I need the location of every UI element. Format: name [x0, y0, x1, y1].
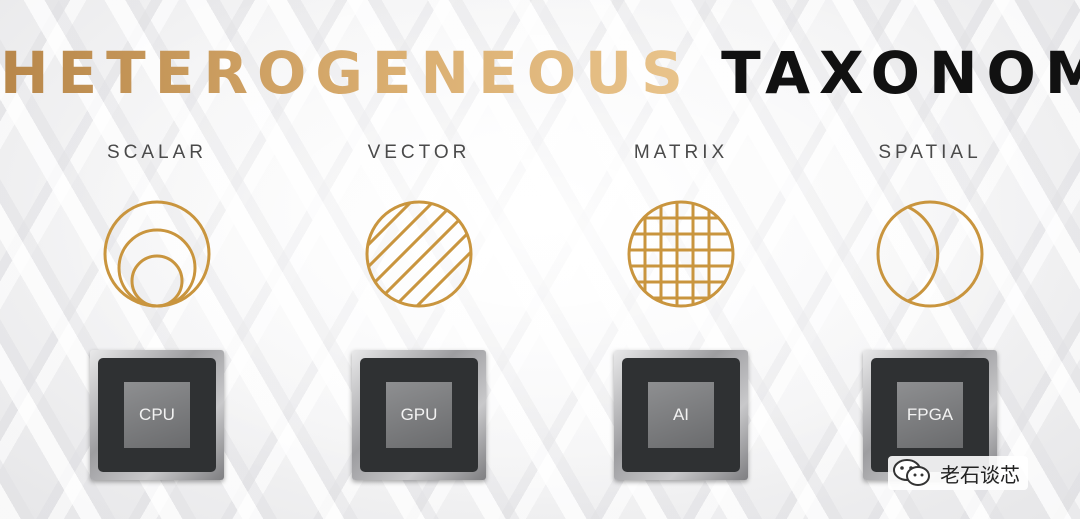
chip-gpu: GPU	[352, 350, 486, 480]
watermark: 老石谈芯	[888, 456, 1028, 490]
page-title: HETEROGENEOUS TAXONOMY	[0, 38, 1080, 108]
title-taxonomy: TAXONOMY	[721, 39, 1080, 107]
wechat-icon	[893, 459, 930, 486]
column-vector: VECTOR GPU	[319, 138, 519, 480]
column-label-vector: VECTOR	[367, 142, 471, 163]
chip-ai-package: AI	[622, 358, 740, 472]
column-label-scalar: SCALAR	[106, 142, 208, 163]
column-matrix: MATRIX AI	[581, 138, 781, 480]
grid-circle-icon	[627, 200, 735, 308]
column-label-spatial: SPATIAL	[878, 142, 982, 163]
title-heterogeneous: HETEROGENEOUS	[0, 39, 692, 107]
chip-cpu: CPU	[90, 350, 224, 480]
chip-gpu-label: GPU	[386, 382, 452, 448]
chip-fpga-package: FPGA	[871, 358, 989, 472]
concentric-circles-icon	[103, 200, 211, 308]
crescent-circle-icon	[876, 200, 984, 308]
column-label-matrix: MATRIX	[633, 142, 729, 163]
chip-ai-label: AI	[648, 382, 714, 448]
chip-gpu-package: GPU	[360, 358, 478, 472]
chip-cpu-label: CPU	[124, 382, 190, 448]
watermark-text: 老石谈芯	[940, 462, 1020, 487]
chip-ai: AI	[614, 350, 748, 480]
diagonal-lines-circle-icon	[365, 200, 473, 308]
chip-fpga-label: FPGA	[897, 382, 963, 448]
column-spatial: SPATIAL FPGA	[830, 138, 1030, 480]
column-scalar: SCALAR CPU	[57, 138, 257, 480]
chip-cpu-package: CPU	[98, 358, 216, 472]
